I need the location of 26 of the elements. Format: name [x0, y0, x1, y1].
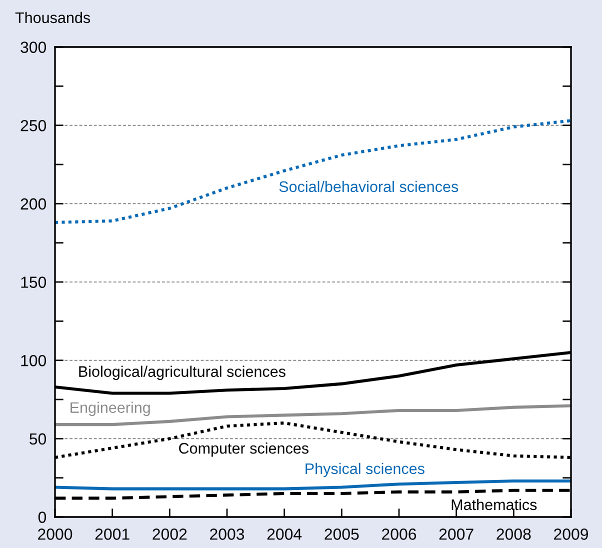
y-tick-label: 200: [20, 198, 46, 210]
x-tick-label: 2003: [210, 528, 244, 540]
x-tick-label: 2004: [267, 528, 302, 540]
x-tick-label: 2007: [439, 528, 474, 540]
y-tick-label: 150: [21, 276, 46, 288]
series-label: Computer sciences: [179, 442, 308, 457]
x-tick-label: 2000: [38, 528, 72, 540]
x-tick-label: 2002: [152, 528, 187, 540]
y-tick-label: 0: [38, 512, 46, 523]
line-series: [55, 119, 571, 224]
y-tick-label: 300: [20, 42, 46, 53]
x-tick-label: 2009: [554, 528, 588, 540]
y-tick-label: 100: [21, 354, 46, 366]
series-label: Physical sciences: [306, 462, 424, 478]
x-tick-label: 2008: [496, 528, 531, 540]
y-tick-label: 250: [20, 120, 46, 132]
series-label: Social/behavioral sciences: [279, 180, 458, 192]
series-label: Mathematics: [452, 498, 537, 510]
y-tick-label: 50: [30, 433, 46, 445]
series-label: Biological/agricultural sciences: [79, 366, 286, 380]
x-tick-label: 2001: [95, 528, 130, 540]
line-series: [55, 479, 571, 490]
x-tick-label: 2005: [324, 528, 359, 540]
y-axis-title: Thousands: [15, 12, 90, 24]
x-tick-label: 2006: [382, 528, 416, 540]
series-label: Engineering: [70, 402, 150, 416]
